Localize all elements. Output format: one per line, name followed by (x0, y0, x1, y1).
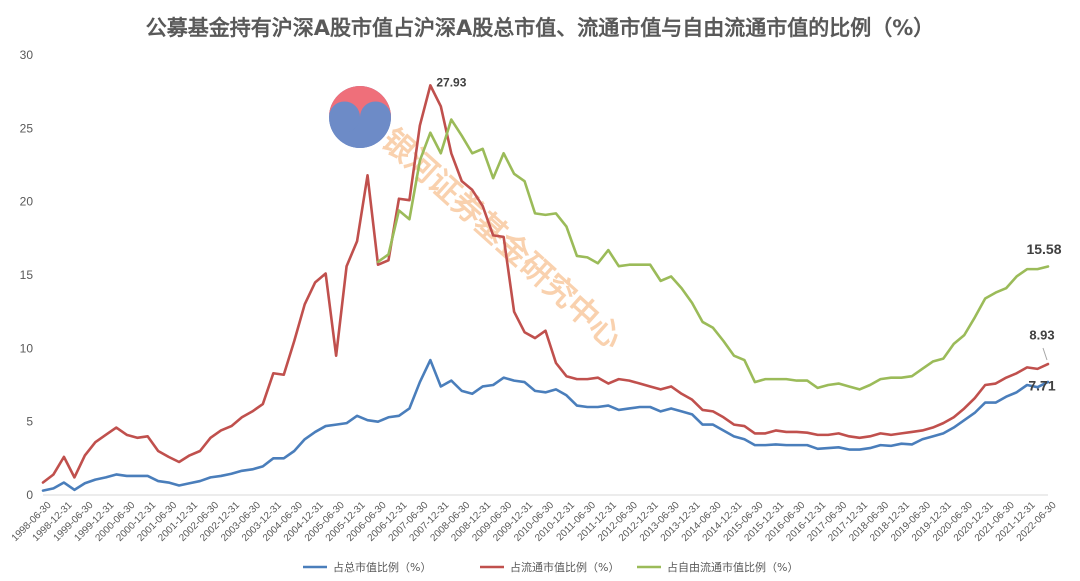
y-tick-label: 25 (20, 121, 34, 135)
data-labels: 27.93 15.58 8.93 7.71 (436, 76, 1061, 394)
series-layer (41, 84, 1050, 492)
y-tick-label: 0 (26, 488, 33, 502)
y-tick-label: 30 (20, 48, 34, 62)
y-axis: 0 5 10 15 20 25 30 (20, 48, 34, 502)
legend-label-1: 占总市值比例（%） (333, 560, 431, 574)
x-axis: 1998-06-301998-12-311999-06-301999-12-31… (10, 494, 1059, 544)
series-line-1 (41, 358, 1050, 492)
series-line-2 (41, 84, 1050, 484)
data-label: 15.58 (1026, 241, 1061, 257)
data-label: 7.71 (1028, 378, 1055, 394)
legend: 占总市值比例（%） 占流通市值比例（%） 占自由流通市值比例（%） (303, 560, 798, 574)
label-leader-line (1042, 347, 1048, 361)
series-line-3 (376, 118, 1050, 391)
y-tick-label: 5 (26, 415, 33, 429)
legend-label-2: 占流通市值比例（%） (510, 560, 619, 574)
watermark-logo-bottom-icon (329, 101, 391, 148)
data-label: 27.93 (436, 76, 466, 90)
chart-title: 公募基金持有沪深A股市值占沪深A股总市值、流通市值与自由流通市值的比例（%） (146, 16, 935, 40)
y-tick-label: 10 (20, 341, 34, 355)
legend-label-3: 占自由流通市值比例（%） (667, 560, 798, 574)
y-tick-label: 15 (20, 268, 34, 282)
y-tick-label: 20 (20, 195, 34, 209)
data-label: 8.93 (1029, 327, 1054, 342)
